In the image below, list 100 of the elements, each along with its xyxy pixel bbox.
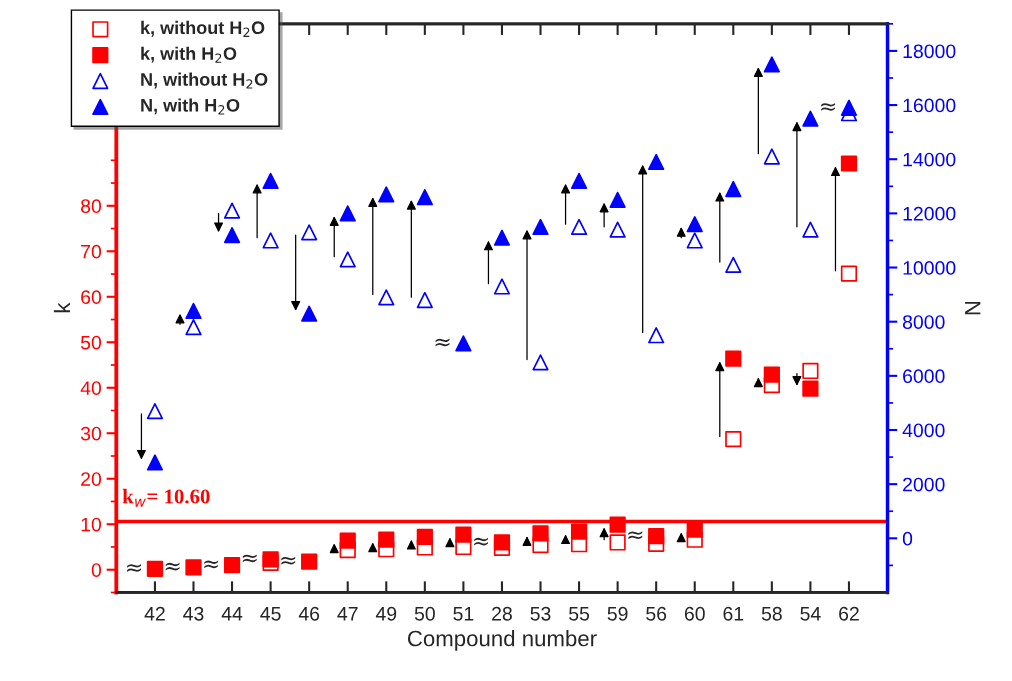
point	[802, 110, 819, 127]
point	[570, 218, 588, 236]
point	[416, 291, 433, 309]
point	[802, 221, 819, 238]
point	[725, 431, 742, 448]
y-tick-label: 40	[80, 381, 102, 395]
point	[416, 189, 433, 206]
point	[339, 532, 356, 549]
y2-tick-label: 8000	[902, 315, 945, 329]
x-tick-label: 58	[761, 606, 782, 621]
y-tick-label: 60	[81, 290, 102, 305]
x-tick-label: 46	[298, 606, 320, 621]
y-tick-label: 0	[91, 563, 102, 577]
x-tick-label: 56	[646, 606, 667, 621]
x-tick-label: 42	[144, 606, 165, 621]
y-tick-label: 70	[81, 244, 102, 259]
y2-tick-label: 2000	[903, 477, 945, 492]
point	[339, 205, 356, 222]
annotation: ≈	[127, 564, 142, 572]
point	[185, 302, 202, 319]
point	[262, 172, 279, 190]
point	[378, 186, 395, 203]
point	[725, 350, 742, 367]
ref-line-label: k$_{w}$= 10.60	[122, 488, 210, 507]
x-tick-label: 55	[569, 607, 590, 621]
legend-label: k, with H$_{2}$O	[141, 46, 237, 63]
y2-tick-label: 0	[902, 531, 913, 546]
point	[532, 218, 549, 236]
y-tick-label: 80	[81, 199, 102, 214]
point	[185, 318, 202, 336]
x-axis-title: Compound number	[407, 630, 597, 651]
point	[223, 202, 241, 219]
point	[146, 560, 164, 577]
point	[570, 172, 588, 190]
point	[802, 362, 819, 380]
point	[378, 289, 395, 306]
x-tick-label: 45	[260, 607, 281, 621]
annotation: ≈	[435, 338, 450, 347]
point	[146, 454, 164, 471]
point	[686, 521, 703, 538]
y-tick-label: 50	[80, 335, 102, 350]
point	[223, 226, 241, 244]
point	[648, 327, 665, 344]
x-tick-label: 49	[375, 606, 397, 621]
y-tick-label: 20	[81, 472, 102, 486]
point	[840, 155, 858, 172]
point	[532, 525, 549, 542]
x-tick-label: 53	[530, 606, 551, 621]
annotation: ≈	[165, 562, 180, 571]
point	[686, 232, 703, 249]
point	[185, 559, 202, 576]
x-tick-label: 28	[492, 606, 512, 621]
x-tick-label: 60	[684, 606, 705, 621]
x-tick-label: 61	[723, 606, 744, 621]
point	[262, 232, 279, 249]
point	[301, 305, 318, 322]
point	[378, 531, 395, 548]
y2-tick-label: 14000	[903, 152, 956, 167]
point	[146, 402, 164, 420]
y2-axis-title: N	[965, 301, 981, 315]
y2-tick-label: 4000	[902, 423, 945, 438]
point	[493, 229, 511, 246]
point	[455, 526, 472, 543]
point	[223, 557, 241, 574]
point	[686, 216, 703, 233]
legend-label: k, without H$_{2}$O	[141, 20, 265, 37]
y2-tick-label: 18000	[903, 44, 956, 59]
point	[725, 256, 742, 273]
y2-tick-label: 12000	[903, 206, 956, 221]
annotation: ≈	[204, 560, 219, 569]
point	[493, 534, 511, 551]
y-tick-label: 10	[81, 517, 102, 532]
annotation: ≈	[242, 554, 257, 563]
y-tick-label: 30	[80, 426, 102, 441]
x-tick-label: 51	[453, 607, 474, 621]
point	[609, 191, 626, 208]
y2-tick-label: 10000	[903, 261, 956, 275]
x-tick-label: 50	[414, 606, 435, 621]
y2-tick-label: 6000	[903, 369, 945, 384]
point	[532, 354, 549, 371]
annotation: ≈	[474, 537, 489, 546]
point	[725, 180, 742, 198]
point	[301, 224, 318, 241]
point	[570, 523, 588, 540]
x-tick-label: 54	[800, 607, 821, 621]
point	[339, 251, 356, 268]
point	[802, 380, 819, 397]
legend-label: N, without H$_{2}$O	[141, 72, 268, 89]
point	[609, 534, 626, 551]
point	[763, 366, 780, 383]
legend-label: N, with H$_{2}$O	[141, 98, 240, 115]
point	[493, 278, 511, 295]
y2-tick-label: 16000	[903, 98, 956, 113]
x-tick-label: 43	[183, 606, 204, 621]
annotation: ≈	[281, 556, 296, 565]
point	[763, 148, 780, 165]
point	[648, 153, 665, 171]
x-tick-label: 47	[337, 607, 358, 621]
point	[609, 221, 626, 238]
x-tick-label: 59	[607, 606, 628, 621]
